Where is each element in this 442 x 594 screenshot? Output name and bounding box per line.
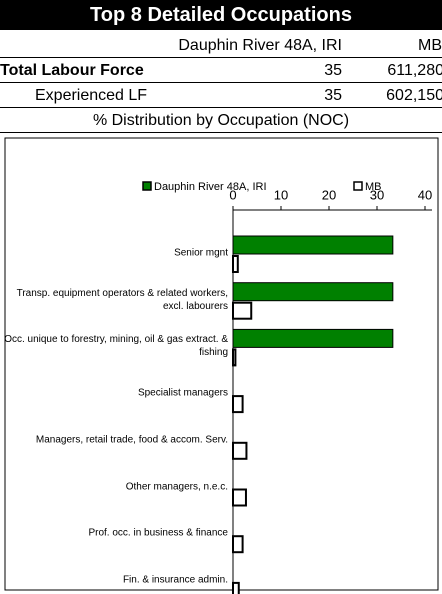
title: Top 8 Detailed Occupations [0, 0, 442, 30]
category-label: Managers, retail trade, food & accom. Se… [35, 434, 228, 446]
x-tick-label: 20 [322, 187, 336, 202]
column-header-row: Dauphin River 48A, IRI MB [0, 33, 442, 58]
category-label: Senior mgnt [174, 247, 228, 259]
bar [232, 301, 253, 320]
cell: 602,150 [386, 87, 442, 104]
category-label: Occ. unique to forestry, mining, oil & g… [4, 334, 228, 359]
bar [232, 348, 237, 367]
row-label: Total Labour Force [0, 62, 144, 79]
x-tick-label: 10 [274, 187, 288, 202]
category-label: Fin. & insurance admin. [122, 574, 228, 586]
table-row: Total Labour Force 35 611,280 [0, 58, 442, 83]
cell: 35 [324, 62, 342, 79]
column-header: MB [418, 37, 442, 54]
subtitle: % Distribution by Occupation (NOC) [0, 108, 442, 133]
bar [232, 255, 239, 273]
legend-swatch [353, 181, 363, 191]
x-tick-label: 40 [418, 187, 432, 202]
x-tick-label: 30 [370, 187, 384, 202]
bar [232, 488, 247, 507]
column-header: Dauphin River 48A, IRI [178, 37, 342, 54]
legend-swatch [142, 181, 152, 191]
bar [232, 535, 244, 554]
bar [232, 581, 240, 594]
cell: 611,280 [387, 62, 442, 79]
row-label: Experienced LF [35, 87, 148, 104]
category-label: Specialist managers [137, 387, 228, 399]
bar [232, 395, 244, 414]
cell: 35 [324, 87, 342, 104]
x-tick-label: 0 [229, 187, 236, 202]
category-label: Other managers, n.e.c. [125, 481, 228, 492]
legend-label: MB [365, 181, 382, 193]
bar [232, 441, 248, 460]
bar [232, 328, 394, 348]
legend-label: Dauphin River 48A, IRI [154, 181, 267, 193]
category-label: Transp. equipment operators & related wo… [16, 287, 228, 312]
bar [232, 282, 394, 302]
table-row: Experienced LF 35 602,150 [0, 83, 442, 108]
bar [232, 235, 394, 255]
category-label: Prof. occ. in business & finance [88, 527, 228, 539]
chart-frame [4, 137, 439, 591]
